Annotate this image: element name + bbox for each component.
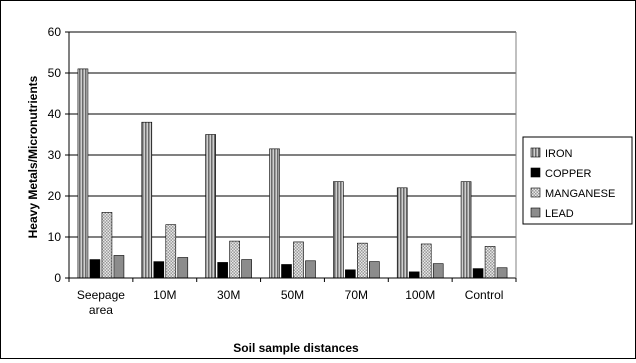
bar-manganese-6	[484, 246, 496, 279]
x-tick-label: 10M	[153, 288, 176, 302]
x-tick-label: 70M	[345, 288, 368, 302]
bar-lead-2	[241, 259, 252, 279]
y-axis-title: Heavy Metals/Micronutrients	[26, 75, 40, 238]
legend-box	[522, 136, 633, 225]
legend-swatch-iron	[530, 147, 541, 158]
bars	[77, 68, 508, 279]
bar-manganese-5	[420, 243, 432, 279]
y-tick-label: 10	[48, 230, 62, 244]
bar-manganese-0	[101, 212, 113, 279]
legend-label-iron: IRON	[545, 148, 573, 160]
bar-lead-1	[177, 257, 189, 279]
legend-swatch-lead	[530, 207, 541, 218]
bar-manganese-4	[357, 242, 368, 279]
bar-iron-5	[396, 187, 408, 279]
y-tick-label: 0	[54, 271, 61, 285]
x-tick-label: Control	[465, 288, 504, 302]
bar-copper-4	[345, 269, 356, 279]
y-tick-label: 40	[48, 107, 62, 121]
bar-iron-6	[460, 181, 472, 279]
bar-iron-1	[141, 121, 153, 279]
bar-lead-4	[369, 261, 380, 279]
bar-copper-0	[89, 259, 101, 279]
gridlines	[69, 31, 516, 238]
bar-iron-2	[205, 134, 216, 279]
y-tick-label: 60	[48, 25, 62, 39]
y-tick-labels: 0 10 20 30 40 50 60	[48, 25, 62, 285]
bar-copper-6	[472, 268, 484, 279]
x-tick-label: Seepage	[77, 288, 125, 302]
legend: IRON COPPER MANGANESE LEAD	[522, 136, 633, 225]
bar-iron-0	[77, 68, 89, 279]
bar-manganese-2	[229, 240, 240, 279]
y-tick-label: 20	[48, 189, 62, 203]
x-tick-label: 100M	[405, 288, 435, 302]
legend-label-manganese: MANGANESE	[545, 188, 615, 200]
bar-copper-3	[281, 264, 292, 279]
legend-swatch-copper	[530, 167, 541, 178]
x-tick-label: area	[89, 303, 113, 317]
bar-lead-0	[113, 255, 125, 279]
x-tick-label: 50M	[281, 288, 304, 302]
bar-manganese-1	[165, 224, 177, 279]
y-tick-label: 30	[48, 148, 62, 162]
x-axis-title: Soil sample distances	[233, 341, 359, 355]
bar-lead-3	[305, 260, 316, 279]
bar-iron-3	[269, 148, 280, 279]
bar-lead-5	[432, 263, 444, 279]
bar-manganese-3	[293, 241, 304, 279]
bar-copper-2	[217, 262, 228, 279]
x-tick-label: 30M	[217, 288, 240, 302]
bar-iron-4	[333, 181, 344, 279]
bar-copper-1	[153, 261, 165, 279]
bar-lead-6	[496, 267, 508, 279]
y-tick-label: 50	[48, 66, 62, 80]
legend-swatch-manganese	[530, 187, 541, 198]
legend-label-copper: COPPER	[545, 168, 592, 180]
axes	[65, 31, 517, 282]
legend-label-lead: LEAD	[545, 208, 574, 220]
bar-copper-5	[408, 271, 420, 279]
